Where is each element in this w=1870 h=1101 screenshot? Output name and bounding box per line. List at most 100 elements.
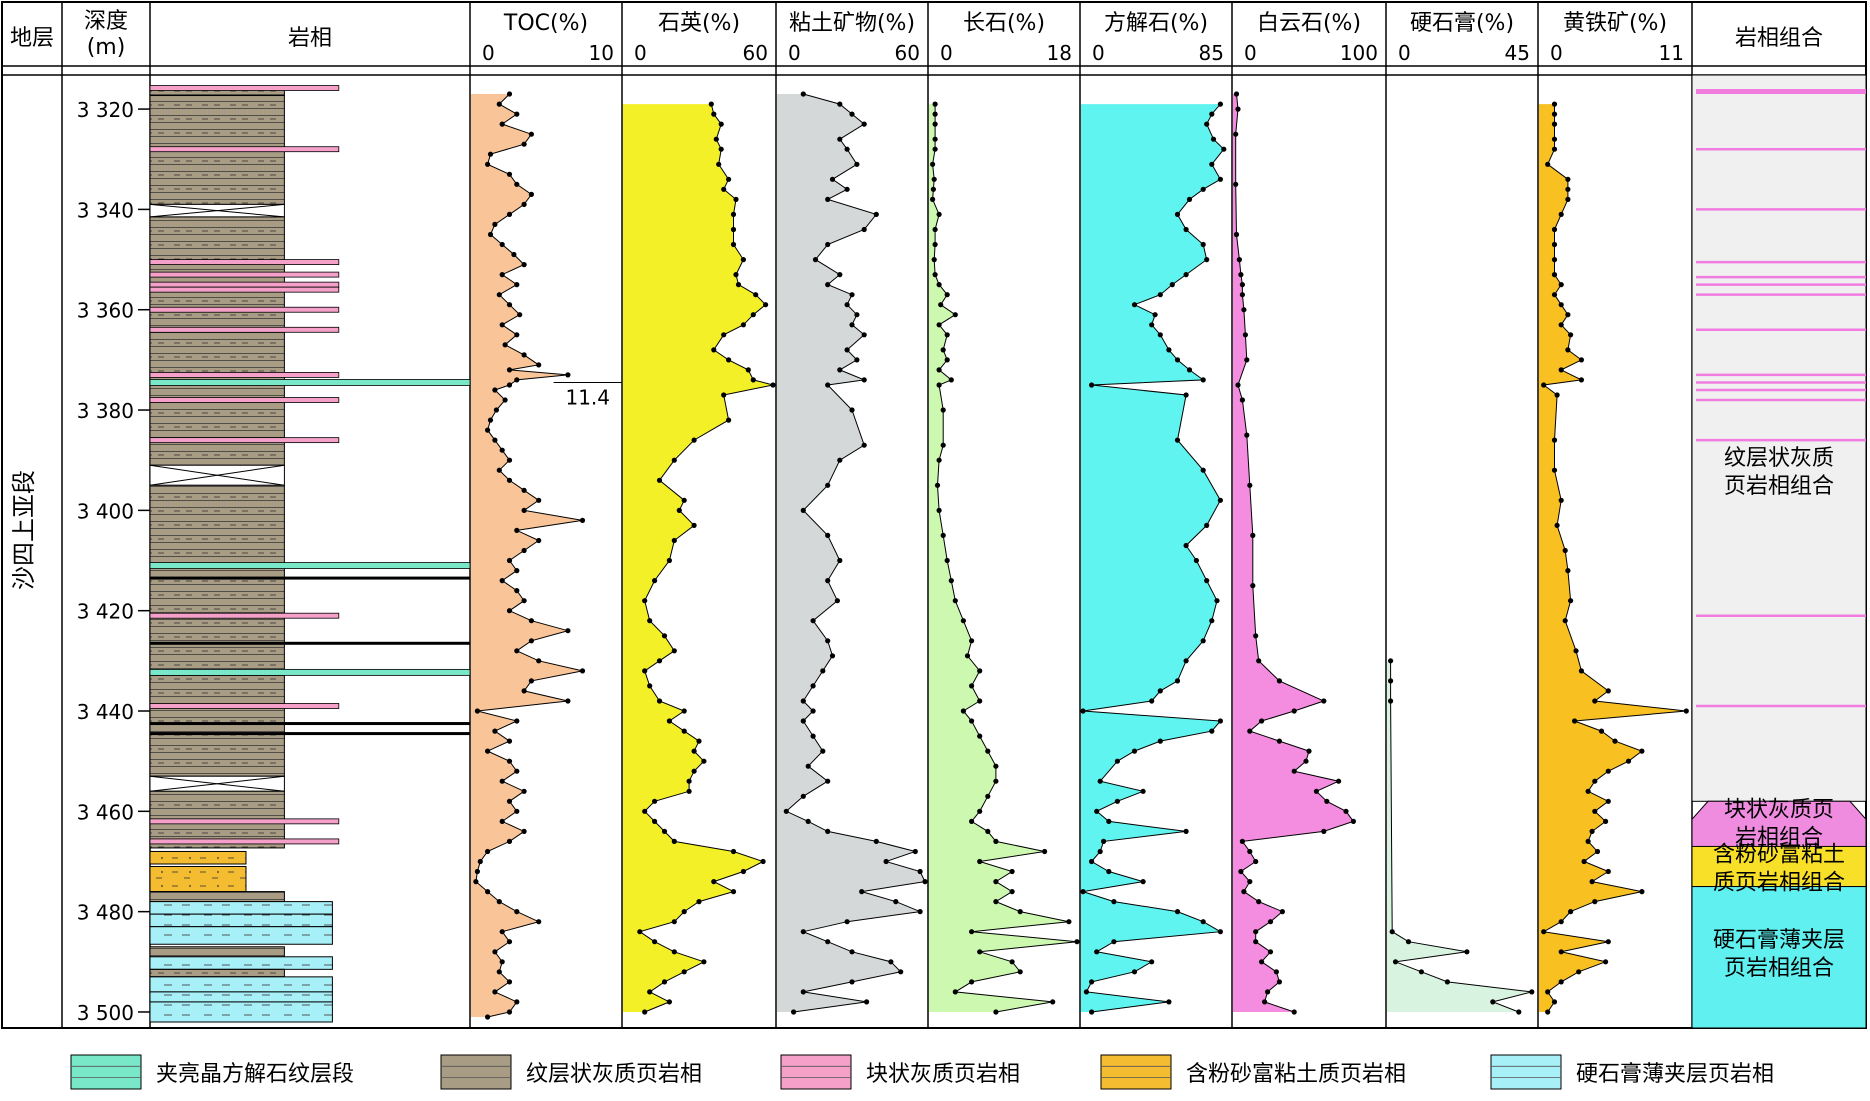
quartz-curve-point: [671, 919, 677, 925]
calcite-curve-point: [1174, 909, 1181, 915]
feldspar-curve-point: [993, 778, 999, 784]
clay-curve-point: [917, 909, 923, 915]
dolomite-curve-point: [1291, 768, 1297, 774]
toc-curve-point: [506, 382, 513, 388]
quartz-curve-point: [671, 457, 677, 463]
feldspar-curve-point: [977, 668, 983, 674]
calcite-curve-point: [1174, 678, 1181, 684]
pyrite-curve-point: [1551, 121, 1558, 127]
clay-curve-point: [844, 186, 850, 192]
calcite-curve-point: [1217, 101, 1223, 107]
pyrite-curve-point: [1578, 668, 1584, 674]
calcite-curve-point: [1169, 282, 1175, 288]
dolomite-curve-point: [1233, 181, 1239, 187]
calcite-curve-point: [1217, 176, 1223, 182]
quartz-curve-point: [637, 929, 643, 935]
feldspar-curve-point: [932, 146, 938, 152]
toc-curve-point: [514, 648, 520, 654]
association-label: 含粉砂富粘土质页岩相组合: [1713, 843, 1845, 896]
header-gypsum-min: 0: [1398, 41, 1411, 65]
legend-swatch: [440, 1054, 512, 1090]
quartz-curve-point: [750, 312, 756, 318]
toc-curve-point: [496, 899, 502, 905]
calcite-curve-point: [1080, 708, 1086, 714]
legend-item: 含粉砂富粘土质页岩相: [1100, 1052, 1406, 1092]
toc-curve-point: [514, 768, 520, 774]
quartz-curve-point: [661, 979, 668, 985]
quartz-curve-point: [652, 798, 658, 804]
calcite-curve-point: [1140, 879, 1146, 885]
pyrite-curve-point: [1551, 101, 1558, 107]
depth-tick-label: 3 360: [77, 299, 134, 323]
toc-curve-point: [528, 131, 535, 137]
quartz-curve-point: [740, 257, 747, 263]
calcite-curve-point: [1089, 382, 1095, 388]
clay-curve-point: [825, 638, 831, 644]
legend-label: 夹亮晶方解石纹层段: [156, 1062, 355, 1087]
header-dolomite: 白云石(%): [1257, 11, 1361, 36]
dolomite-curve-point: [1273, 969, 1279, 975]
feldspar-curve-point: [936, 507, 942, 513]
quartz-curve-point: [730, 889, 737, 895]
header-gypsum: 硬石膏(%): [1410, 11, 1514, 36]
pyrite-curve-point: [1605, 688, 1611, 694]
pyrite-curve-point: [1589, 828, 1595, 835]
calcite-curve-point: [1204, 522, 1210, 529]
header-quartz: 石英(%): [658, 11, 740, 36]
clay-curve-point: [844, 347, 850, 353]
toc-curve-point: [517, 312, 523, 318]
clay-curve-point: [837, 557, 843, 564]
header-quartz-min: 0: [634, 41, 647, 65]
depth-tick-label: 3 460: [77, 800, 134, 824]
pyrite-curve-point: [1551, 292, 1558, 298]
calcite-curve-point: [1149, 959, 1155, 965]
clay-curve-point: [810, 618, 816, 624]
feldspar-curve-point: [936, 367, 942, 373]
calcite-curve-point: [1157, 292, 1163, 298]
association-label: 硬石膏薄夹层页岩相组合: [1713, 928, 1845, 981]
calcite-curve-point: [1214, 598, 1220, 604]
clay-curve-point: [783, 808, 789, 814]
feldspar-curve-point: [1009, 868, 1015, 875]
clay-curve-point: [849, 949, 855, 955]
toc-curve-point: [492, 949, 498, 955]
calcite-curve-point: [1152, 312, 1158, 318]
clay-curve-point: [800, 718, 806, 724]
clay-curve-point: [825, 382, 831, 388]
clay-curve-point: [825, 778, 831, 784]
toc-curve-point: [499, 578, 505, 584]
feldspar-curve-point: [993, 879, 999, 885]
gypsum-curve-fill: [1387, 660, 1532, 1012]
toc-curve-point: [514, 111, 520, 117]
calcite-curve-point: [1166, 347, 1172, 353]
dolomite-curve-point: [1244, 357, 1250, 363]
gypsum-curve-point: [1405, 939, 1412, 945]
toc-curve-point: [474, 868, 480, 875]
pyrite-curve-point: [1558, 211, 1564, 217]
dolomite-curve-point: [1238, 272, 1244, 278]
dolomite-curve-point: [1267, 949, 1274, 955]
toc-curve-point: [492, 728, 498, 734]
pyrite-curve-point: [1578, 357, 1584, 363]
pyrite-curve-point: [1573, 648, 1579, 654]
dolomite-curve-point: [1247, 482, 1253, 488]
clay-curve-point: [825, 282, 831, 288]
calcite-curve-point: [1183, 226, 1189, 233]
quartz-curve-point: [647, 618, 653, 624]
lith-layer-anhydrite: [149, 976, 333, 993]
pyrite-curve-point: [1639, 748, 1645, 754]
quartz-curve-point: [642, 808, 648, 814]
calcite-curve-point: [1204, 257, 1210, 263]
toc-curve-point: [565, 698, 571, 704]
dolomite-curve-point: [1291, 708, 1297, 714]
clay-curve-point: [864, 999, 870, 1005]
quartz-curve-point: [701, 758, 707, 764]
lith-layer-laminated: [149, 484, 285, 777]
dolomite-curve-point: [1336, 778, 1342, 784]
toc-curve-point: [485, 848, 491, 855]
clay-curve-point: [849, 407, 855, 413]
clay-curve-point: [922, 879, 928, 885]
pyrite-curve-point: [1592, 778, 1598, 784]
quartz-curve-point: [696, 738, 702, 744]
clay-curve-point: [825, 828, 831, 835]
